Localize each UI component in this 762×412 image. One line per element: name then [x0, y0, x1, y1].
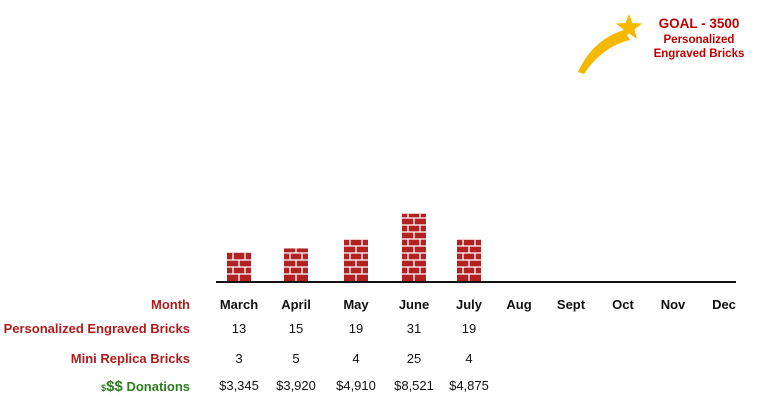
goal-box: GOAL - 3500 Personalized Engraved Bricks — [640, 16, 758, 62]
bar-july — [457, 239, 481, 281]
month-label: Aug — [506, 297, 532, 312]
donations-label: Donations — [122, 379, 190, 394]
row-label: Personalized Engraved Bricks — [3, 321, 190, 336]
table-cell: 13 — [231, 321, 247, 336]
bar-march — [227, 252, 251, 281]
month-label: Nov — [660, 297, 686, 312]
month-label: April — [281, 297, 311, 312]
table-cell: 31 — [406, 321, 422, 336]
goal-title: GOAL - 3500 — [658, 16, 740, 31]
table-row: $$$ Donations $3,345 $3,920 $4,910 $8,521 $4,… — [0, 378, 762, 398]
brick-bar-chart — [216, 213, 736, 283]
bar-june — [402, 213, 426, 281]
goal-subtitle-line2: Engraved Bricks — [653, 48, 745, 61]
month-label: Dec — [712, 297, 736, 312]
shooting-star-icon — [578, 14, 642, 74]
table-row: Month March April May June July Aug Sept Oct Nov D… — [0, 297, 762, 317]
month-label: June — [398, 297, 430, 312]
row-label: Mini Replica Bricks — [70, 351, 190, 366]
table-cell: 15 — [288, 321, 304, 336]
table-cell: $3,345 — [219, 378, 259, 393]
table-cell: $3,920 — [276, 378, 316, 393]
table-cell: 5 — [292, 351, 300, 366]
table-cell: $4,875 — [449, 378, 489, 393]
table-cell: 3 — [235, 351, 243, 366]
row-label: $$$ Donations — [101, 378, 190, 395]
table-cell: 4 — [352, 351, 360, 366]
goal-subtitle-line1: Personalized — [663, 33, 735, 46]
month-label: March — [219, 297, 259, 312]
row-label: Month — [151, 297, 190, 312]
dollar-small: $ — [101, 383, 107, 393]
month-label: July — [455, 297, 482, 312]
table-cell: $4,910 — [336, 378, 376, 393]
table-cell: 25 — [406, 351, 422, 366]
table-row: Personalized Engraved Bricks 13 15 19 31 19 — [0, 321, 762, 341]
table-row: Mini Replica Bricks 3 5 4 25 4 — [0, 351, 762, 371]
bar-april — [284, 248, 308, 281]
table-cell: $8,521 — [394, 378, 434, 393]
dollar-big: $$ — [106, 378, 123, 395]
month-label: May — [343, 297, 369, 312]
month-label: Sept — [556, 297, 586, 312]
bars-group — [227, 213, 481, 281]
table-cell: 19 — [348, 321, 364, 336]
month-label: Oct — [612, 297, 634, 312]
table-cell: 4 — [465, 351, 473, 366]
table-cell: 19 — [461, 321, 477, 336]
bar-may — [344, 239, 368, 281]
